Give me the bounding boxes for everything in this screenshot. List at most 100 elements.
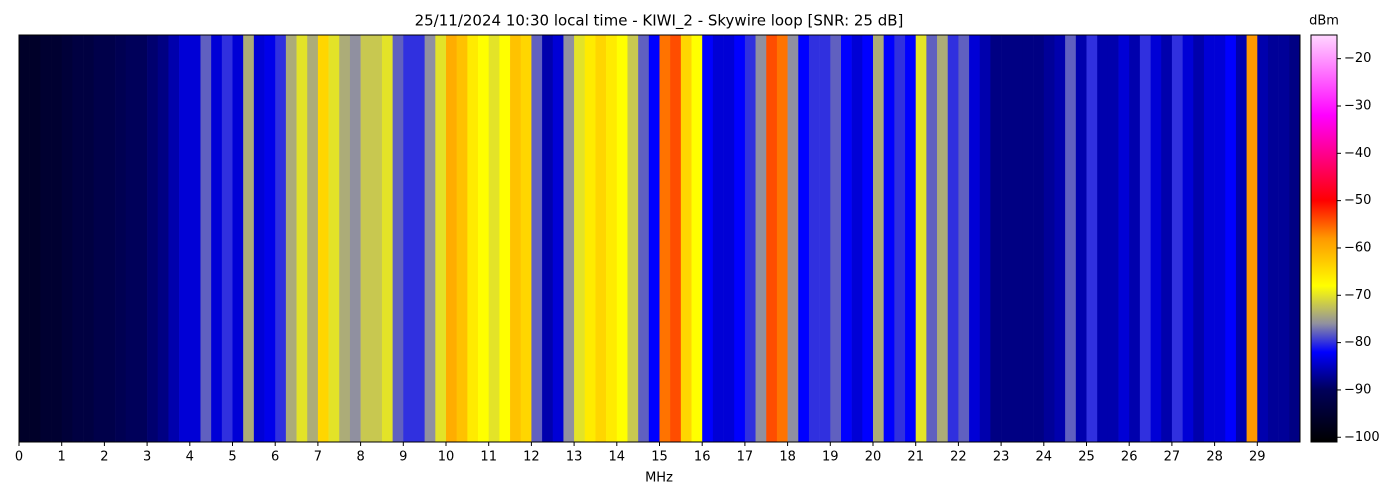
spectrum-bin — [478, 35, 489, 442]
spectrum-bin — [542, 35, 554, 442]
spectrum-bin — [520, 35, 532, 442]
spectrum-bin — [19, 35, 30, 442]
spectrum-bin — [499, 35, 511, 442]
spectrum-bin — [83, 35, 95, 442]
spectrum-bin — [734, 35, 746, 442]
spectrum-bin — [189, 35, 201, 442]
x-tick-label: 25 — [1078, 450, 1095, 465]
spectrum-bin — [926, 35, 938, 442]
x-tick-label: 22 — [950, 450, 967, 465]
heatmap — [19, 35, 1301, 442]
x-tick-label: 11 — [480, 450, 497, 465]
spectrum-bin — [702, 35, 714, 442]
spectrum-bin — [606, 35, 618, 442]
spectrum-bin — [862, 35, 874, 442]
spectrum-bin — [467, 35, 479, 442]
spectrum-bin — [328, 35, 340, 442]
spectrum-bin — [776, 35, 788, 442]
x-tick-label: 2 — [100, 450, 108, 465]
x-tick-label: 10 — [438, 450, 455, 465]
x-tick-label: 13 — [566, 450, 583, 465]
x-tick-label: 21 — [907, 450, 924, 465]
spectrum-bin — [104, 35, 116, 442]
x-tick-label: 7 — [314, 450, 322, 465]
spectrum-bin — [253, 35, 265, 442]
spectrum-bin — [1139, 35, 1151, 442]
spectrum-bin — [808, 35, 820, 442]
spectrum-bin — [1257, 35, 1269, 442]
spectrum-bin — [894, 35, 906, 442]
colorbar-tick-label: −30 — [1344, 98, 1371, 113]
spectrum-bin — [339, 35, 351, 442]
spectrum-bin — [488, 35, 500, 442]
spectrum-bin — [403, 35, 415, 442]
spectrum-bin — [574, 35, 586, 442]
spectrum-bin — [595, 35, 607, 442]
spectrum-bin — [413, 35, 425, 442]
spectrum-bin — [1289, 35, 1301, 442]
x-tick-label: 23 — [993, 450, 1010, 465]
x-tick-label: 15 — [651, 450, 668, 465]
spectrum-bin — [883, 35, 895, 442]
spectrum-bin — [638, 35, 650, 442]
spectrum-bin — [360, 35, 372, 442]
x-tick-label: 26 — [1121, 450, 1138, 465]
spectrum-bin — [168, 35, 180, 442]
spectrum-bin — [1129, 35, 1141, 442]
spectrum-bin — [510, 35, 522, 442]
spectrum-bin — [1097, 35, 1109, 442]
spectrum-bin — [990, 35, 1002, 442]
spectrum-bin — [179, 35, 191, 442]
colorbar-tick-label: −20 — [1344, 51, 1371, 66]
spectrum-bin — [616, 35, 628, 442]
colorbar — [1310, 34, 1338, 443]
spectrum-bin — [1278, 35, 1290, 442]
colorbar-tick-label: −40 — [1344, 146, 1371, 161]
spectrum-bin — [221, 35, 233, 442]
spectrum-bin — [1225, 35, 1237, 442]
x-tick-label: 0 — [15, 450, 23, 465]
x-tick-label: 9 — [399, 450, 407, 465]
spectrum-bin — [915, 35, 927, 442]
spectrum-bin — [712, 35, 724, 442]
spectrum-bin — [61, 35, 73, 442]
spectrum-bin — [1065, 35, 1077, 442]
spectrum-bin — [1075, 35, 1087, 442]
spectrum-bin — [1033, 35, 1045, 442]
spectrum-bin — [1171, 35, 1183, 442]
spectrum-bin — [531, 35, 543, 442]
spectrum-bin — [1193, 35, 1205, 442]
x-axis-label: MHz — [645, 471, 673, 486]
x-tick-label: 3 — [143, 450, 151, 465]
spectrum-bin — [1203, 35, 1215, 442]
spectrum-bin — [744, 35, 756, 442]
x-tick-label: 1 — [58, 450, 66, 465]
spectrum-bin — [766, 35, 778, 442]
spectrum-bin — [317, 35, 329, 442]
spectrum-bin — [1235, 35, 1247, 442]
spectrum-bin — [1246, 35, 1258, 442]
spectrum-bin — [285, 35, 297, 442]
x-tick-label: 18 — [779, 450, 796, 465]
spectrum-bin — [381, 35, 393, 442]
x-tick-label: 24 — [1036, 450, 1053, 465]
spectrum-bin — [947, 35, 959, 442]
spectrum-bin — [392, 35, 404, 442]
x-tick-label: 6 — [271, 450, 279, 465]
spectrum-bin — [1214, 35, 1226, 442]
spectrum-bin — [680, 35, 692, 442]
spectrum-bin — [1054, 35, 1066, 442]
spectrum-bin — [136, 35, 148, 442]
spectrum-bin — [905, 35, 916, 442]
spectrum-bin — [979, 35, 991, 442]
spectrum-bin — [691, 35, 703, 442]
spectrum-bin — [51, 35, 62, 442]
spectrum-bin — [371, 35, 383, 442]
colorbar-tick-label: −80 — [1344, 335, 1371, 350]
spectrum-bin — [307, 35, 319, 442]
x-tick-label: 8 — [356, 450, 364, 465]
x-tick-label: 28 — [1206, 450, 1223, 465]
spectrum-bin — [1001, 35, 1013, 442]
spectrum-bin — [296, 35, 308, 442]
